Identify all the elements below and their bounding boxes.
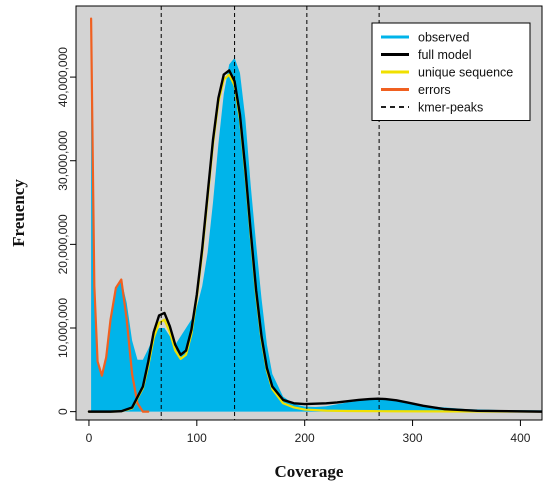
axes: 0 100 200 300 400 0 10,000,000 20,000,000 30,000… [56,47,531,445]
legend-label-unique-sequence: unique sequence [418,66,513,80]
y-tick-label: 0 [56,408,70,415]
y-tick-label: 30,000,000 [56,130,70,190]
y-tick-label: 10,000,000 [56,298,70,358]
plot-area [87,6,542,420]
y-tick-label: 40,000,000 [56,47,70,107]
legend-label-kmer-peaks: kmer-peaks [418,101,483,115]
x-tick-label: 400 [510,431,530,445]
series-full-model-line [87,69,542,413]
series-observed-area [91,18,542,412]
x-tick-label: 100 [187,431,207,445]
y-tick-label: 20,000,000 [56,214,70,274]
legend: observed full model unique sequence errors k… [371,22,531,121]
legend-box [371,22,531,121]
legend-label-errors: errors [418,83,451,97]
x-tick-label: 0 [86,431,93,445]
legend-label-observed: observed [418,31,469,45]
x-axis-title: Coverage [275,462,344,481]
y-axis-title: Freuency [9,179,28,247]
x-tick-label: 200 [295,431,315,445]
legend-label-full-model: full model [418,48,472,62]
x-tick-label: 300 [403,431,423,445]
